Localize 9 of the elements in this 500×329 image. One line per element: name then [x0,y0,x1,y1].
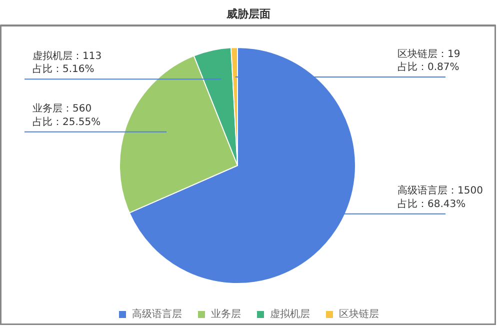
chart-title: 威胁层面 [226,8,270,20]
data-label: 高级语言层：1500 占比：68.43% [398,184,483,210]
legend-label: 业务层 [211,308,241,321]
data-label: 区块链层：19 占比：0.87% [398,48,460,74]
data-label: 虚拟机层：113 占比：5.16% [32,50,102,76]
legend-label: 虚拟机层 [270,308,310,321]
legend-label: 区块链层 [339,308,379,321]
legend-label: 高级语言层 [132,308,182,321]
data-label: 业务层：560 占比：25.55% [32,102,101,128]
